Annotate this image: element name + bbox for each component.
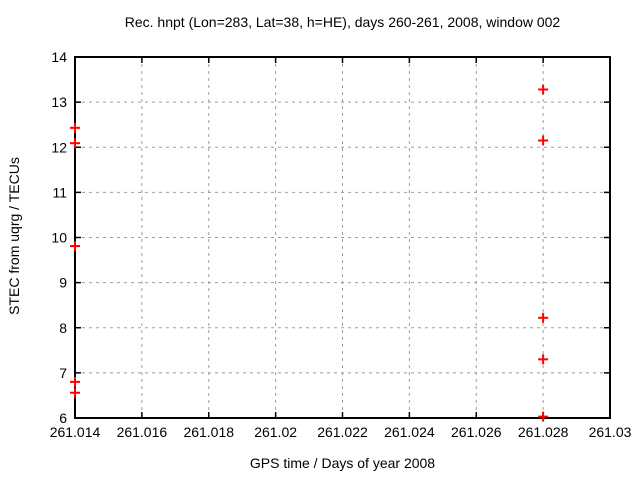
x-tick-label: 261.016: [117, 424, 168, 440]
y-tick-label: 12: [51, 139, 67, 155]
x-tick-label: 261.024: [384, 424, 435, 440]
y-tick-label: 7: [59, 365, 67, 381]
x-axis-label: GPS time / Days of year 2008: [249, 455, 436, 471]
x-tick-label: 261.022: [317, 424, 368, 440]
x-tick-label: 261.028: [518, 424, 569, 440]
y-axis-label: STEC from uqrg / TECUs: [6, 157, 22, 315]
x-tick-label: 261.014: [50, 424, 101, 440]
y-tick-label: 11: [52, 184, 67, 200]
x-tick-label: 261.018: [183, 424, 234, 440]
x-tick-label: 261.026: [451, 424, 502, 440]
chart-title: Rec. hnpt (Lon=283, Lat=38, h=HE), days …: [124, 14, 561, 30]
y-tick-label: 8: [59, 320, 67, 336]
y-tick-label: 14: [51, 49, 67, 65]
y-tick-label: 9: [59, 275, 67, 291]
y-tick-label: 13: [51, 94, 67, 110]
x-tick-label: 261.03: [589, 424, 632, 440]
y-tick-label: 10: [51, 230, 67, 246]
x-tick-label: 261.02: [254, 424, 297, 440]
y-tick-label: 6: [59, 410, 67, 426]
